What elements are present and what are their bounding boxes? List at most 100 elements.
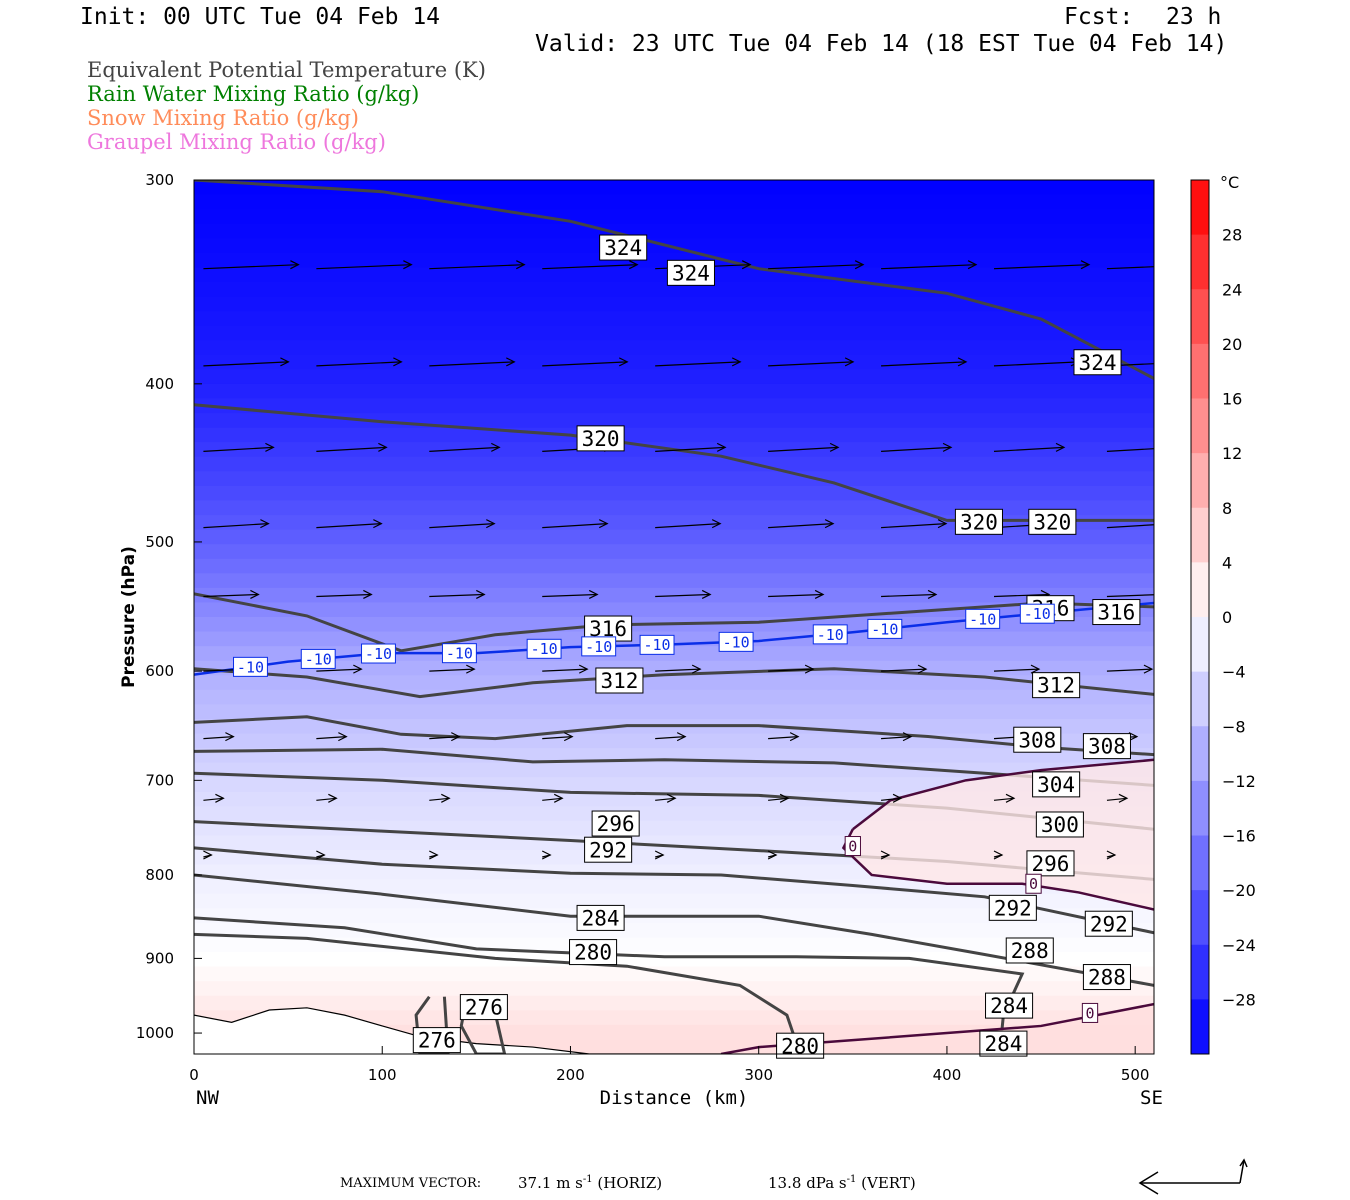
wind-vector-head xyxy=(541,850,552,860)
temperature-band xyxy=(194,733,1154,749)
colorbar-cell xyxy=(1191,398,1209,454)
theta-e-label: 292 xyxy=(589,838,627,862)
colorbar-tick-label: 28 xyxy=(1222,226,1242,245)
wind-vector xyxy=(316,797,337,801)
wind-vector xyxy=(655,361,741,367)
wind-vector-head xyxy=(1164,520,1172,528)
theta-e-label-box xyxy=(985,992,1034,1019)
wind-vector-head xyxy=(942,442,953,452)
temperature-band xyxy=(194,777,1154,793)
x-tick-label: 100 xyxy=(368,1066,397,1084)
y-tick-label: 800 xyxy=(145,866,174,884)
temperature-band xyxy=(194,602,1154,618)
wind-vector-head xyxy=(290,260,300,270)
theta-e-label: 288 xyxy=(1011,939,1049,963)
wind-vector-head xyxy=(328,793,338,803)
theta-e-label-box xyxy=(1026,850,1075,877)
wind-vector xyxy=(881,446,952,452)
x-axis-left-end: NW xyxy=(196,1087,219,1109)
wind-vector xyxy=(542,797,563,801)
theta-e-label: 320 xyxy=(1033,510,1071,534)
wind-vector xyxy=(203,446,274,452)
temperature-band xyxy=(194,296,1154,312)
temperature-band xyxy=(194,893,1154,910)
wind-vector xyxy=(542,593,598,598)
wind-vector xyxy=(203,523,269,529)
isotherm-label: 0 xyxy=(1085,1004,1094,1022)
colorbar-unit: °C xyxy=(1220,173,1239,192)
theta-e-label-box xyxy=(666,259,715,286)
vector-reference-arrows xyxy=(1138,1158,1248,1195)
temperature-band xyxy=(194,209,1154,225)
wind-vector-head xyxy=(957,357,968,367)
y-tick-label: 1000 xyxy=(136,1024,174,1042)
isotherm-label: -10 xyxy=(723,633,750,651)
wind-vector xyxy=(768,797,789,801)
colorbar-tick-label: −24 xyxy=(1222,936,1256,955)
wind-vector-head xyxy=(363,589,373,600)
wind-vector-head xyxy=(441,793,451,803)
temperature-band xyxy=(194,311,1154,327)
wind-vector xyxy=(316,446,387,452)
theta-e-label: 296 xyxy=(597,812,635,836)
wind-vector xyxy=(655,668,701,672)
max-vector-label: MAXIMUM VECTOR: xyxy=(340,1176,482,1191)
wind-vector-head xyxy=(937,519,948,529)
temperature-band xyxy=(194,573,1154,589)
isotherm-label: -10 xyxy=(871,620,898,638)
wind-vector xyxy=(429,523,495,529)
wind-vector-head xyxy=(353,664,363,674)
temperature-band xyxy=(194,383,1154,400)
colorbar-cell xyxy=(1191,453,1209,509)
temperature-band xyxy=(194,995,1154,1012)
wind-vector xyxy=(316,736,347,740)
temperature-band xyxy=(194,180,1154,196)
wind-vector-head xyxy=(927,589,938,600)
wind-vector xyxy=(203,736,234,740)
wind-vector xyxy=(316,523,382,529)
wind-vector-head xyxy=(491,442,501,452)
wind-vector-head xyxy=(1169,443,1177,451)
isotherm-label: 0 xyxy=(848,837,857,855)
colorbar-cell xyxy=(1191,507,1209,563)
colorbar-cell xyxy=(1191,999,1209,1055)
wind-vector xyxy=(655,736,686,740)
y-tick-label: 500 xyxy=(145,533,174,551)
legend-rain: Rain Water Mixing Ratio (g/kg) xyxy=(87,82,420,106)
temperature-band xyxy=(194,981,1154,997)
wind-vector xyxy=(655,797,676,801)
theta-e-280 xyxy=(194,932,802,1054)
theta-e-label: 324 xyxy=(1079,351,1117,375)
y-tick-label: 700 xyxy=(145,771,174,789)
x-tick-label: 500 xyxy=(1121,1066,1150,1084)
wind-vector xyxy=(542,264,638,270)
terrain-fill xyxy=(194,1007,740,1054)
wind-vector xyxy=(429,361,515,367)
y-tick-label: 900 xyxy=(145,949,174,967)
wind-vector-head xyxy=(260,519,270,529)
temperature-band xyxy=(194,223,1154,240)
wind-vector xyxy=(1106,668,1152,672)
colorbar-tick-label: 12 xyxy=(1222,444,1242,463)
wind-vector-head xyxy=(1030,664,1041,674)
isotherm-label: -10 xyxy=(969,610,996,628)
theta-e-label: 300 xyxy=(1041,813,1079,837)
temperature-band xyxy=(194,413,1154,429)
wind-vector-head xyxy=(598,519,609,529)
zero-isotherm xyxy=(841,828,1154,911)
temperature-band xyxy=(194,952,1154,968)
wind-vector-head xyxy=(917,664,928,674)
colorbar-tick-label: 8 xyxy=(1222,499,1232,518)
wind-vector xyxy=(880,797,902,801)
colorbar-cell xyxy=(1191,289,1209,345)
wind-vector-head xyxy=(578,664,589,674)
theta-e-label: 280 xyxy=(781,1034,819,1058)
theta-e-label-box xyxy=(1032,771,1081,798)
theta-e-label: 308 xyxy=(1018,728,1056,752)
temperature-band xyxy=(194,515,1154,531)
wind-vector-head xyxy=(429,850,439,860)
wind-vector xyxy=(429,593,485,598)
wind-vector xyxy=(768,361,854,367)
colorbar-cell xyxy=(1191,890,1209,946)
wind-vector-head xyxy=(711,519,722,529)
